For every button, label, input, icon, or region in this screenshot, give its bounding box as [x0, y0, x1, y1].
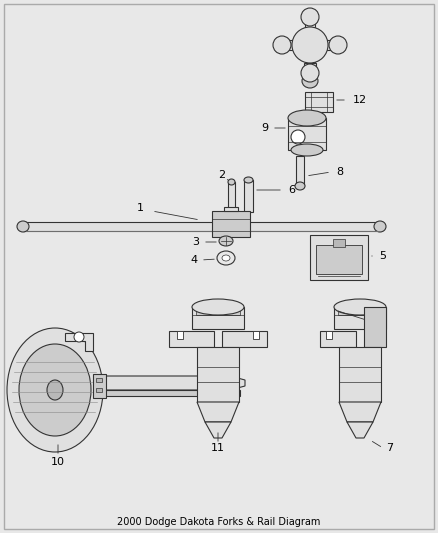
Ellipse shape: [219, 236, 233, 246]
Polygon shape: [96, 388, 102, 392]
Text: 2000 Dodge Dakota Forks & Rail Diagram: 2000 Dodge Dakota Forks & Rail Diagram: [117, 517, 321, 527]
Ellipse shape: [288, 110, 326, 126]
Bar: [338, 307, 382, 315]
Ellipse shape: [273, 36, 291, 54]
Polygon shape: [304, 63, 316, 81]
Ellipse shape: [301, 64, 319, 82]
Ellipse shape: [292, 27, 328, 63]
Polygon shape: [197, 402, 239, 422]
Ellipse shape: [19, 344, 91, 436]
Polygon shape: [326, 331, 332, 339]
Text: 5: 5: [379, 251, 386, 261]
Polygon shape: [296, 156, 304, 186]
Ellipse shape: [374, 221, 386, 232]
Ellipse shape: [291, 144, 323, 156]
Polygon shape: [339, 402, 381, 422]
Bar: [339, 347, 381, 402]
Polygon shape: [169, 331, 214, 347]
Polygon shape: [315, 40, 333, 50]
Text: 4: 4: [191, 255, 198, 265]
Text: 2: 2: [219, 170, 226, 180]
Text: 11: 11: [211, 443, 225, 453]
Bar: [310, 235, 368, 280]
Ellipse shape: [74, 332, 84, 342]
Ellipse shape: [334, 299, 386, 315]
Polygon shape: [320, 331, 356, 347]
Ellipse shape: [222, 255, 230, 261]
Polygon shape: [253, 331, 259, 339]
Text: 7: 7: [386, 443, 394, 453]
Text: 10: 10: [51, 457, 65, 467]
Ellipse shape: [47, 380, 63, 400]
Ellipse shape: [7, 328, 103, 452]
Polygon shape: [347, 422, 373, 438]
Ellipse shape: [228, 179, 235, 185]
Text: 12: 12: [353, 95, 367, 105]
Bar: [212, 211, 250, 237]
Ellipse shape: [17, 221, 29, 232]
Text: 6: 6: [289, 185, 296, 195]
Bar: [334, 307, 386, 329]
Ellipse shape: [244, 177, 253, 183]
Ellipse shape: [301, 8, 319, 26]
Ellipse shape: [291, 130, 305, 144]
Text: 9: 9: [261, 123, 268, 133]
Polygon shape: [23, 222, 380, 231]
Polygon shape: [224, 207, 238, 211]
Polygon shape: [305, 22, 315, 40]
Ellipse shape: [295, 182, 305, 190]
Polygon shape: [98, 376, 245, 390]
Ellipse shape: [329, 36, 347, 54]
Text: 3: 3: [192, 237, 199, 247]
Polygon shape: [220, 390, 230, 398]
Polygon shape: [244, 180, 253, 212]
Polygon shape: [222, 331, 267, 347]
Text: 1: 1: [137, 203, 144, 213]
Polygon shape: [103, 390, 240, 396]
Polygon shape: [96, 378, 102, 382]
Polygon shape: [93, 374, 106, 398]
Polygon shape: [228, 182, 235, 210]
Text: 8: 8: [336, 167, 343, 177]
Ellipse shape: [192, 299, 244, 315]
Bar: [316, 245, 362, 274]
Bar: [333, 239, 345, 247]
Bar: [364, 307, 386, 347]
Polygon shape: [177, 331, 183, 339]
Bar: [288, 118, 326, 150]
Bar: [305, 92, 333, 112]
Polygon shape: [287, 40, 305, 50]
Bar: [197, 347, 239, 402]
Polygon shape: [65, 333, 93, 351]
Bar: [196, 307, 240, 315]
Bar: [192, 307, 244, 329]
Polygon shape: [205, 422, 231, 438]
Ellipse shape: [302, 74, 318, 88]
Polygon shape: [305, 50, 315, 68]
